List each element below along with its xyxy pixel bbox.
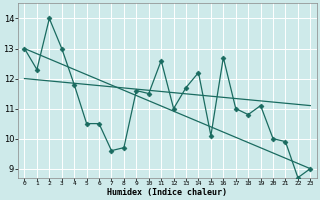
X-axis label: Humidex (Indice chaleur): Humidex (Indice chaleur) xyxy=(108,188,228,197)
